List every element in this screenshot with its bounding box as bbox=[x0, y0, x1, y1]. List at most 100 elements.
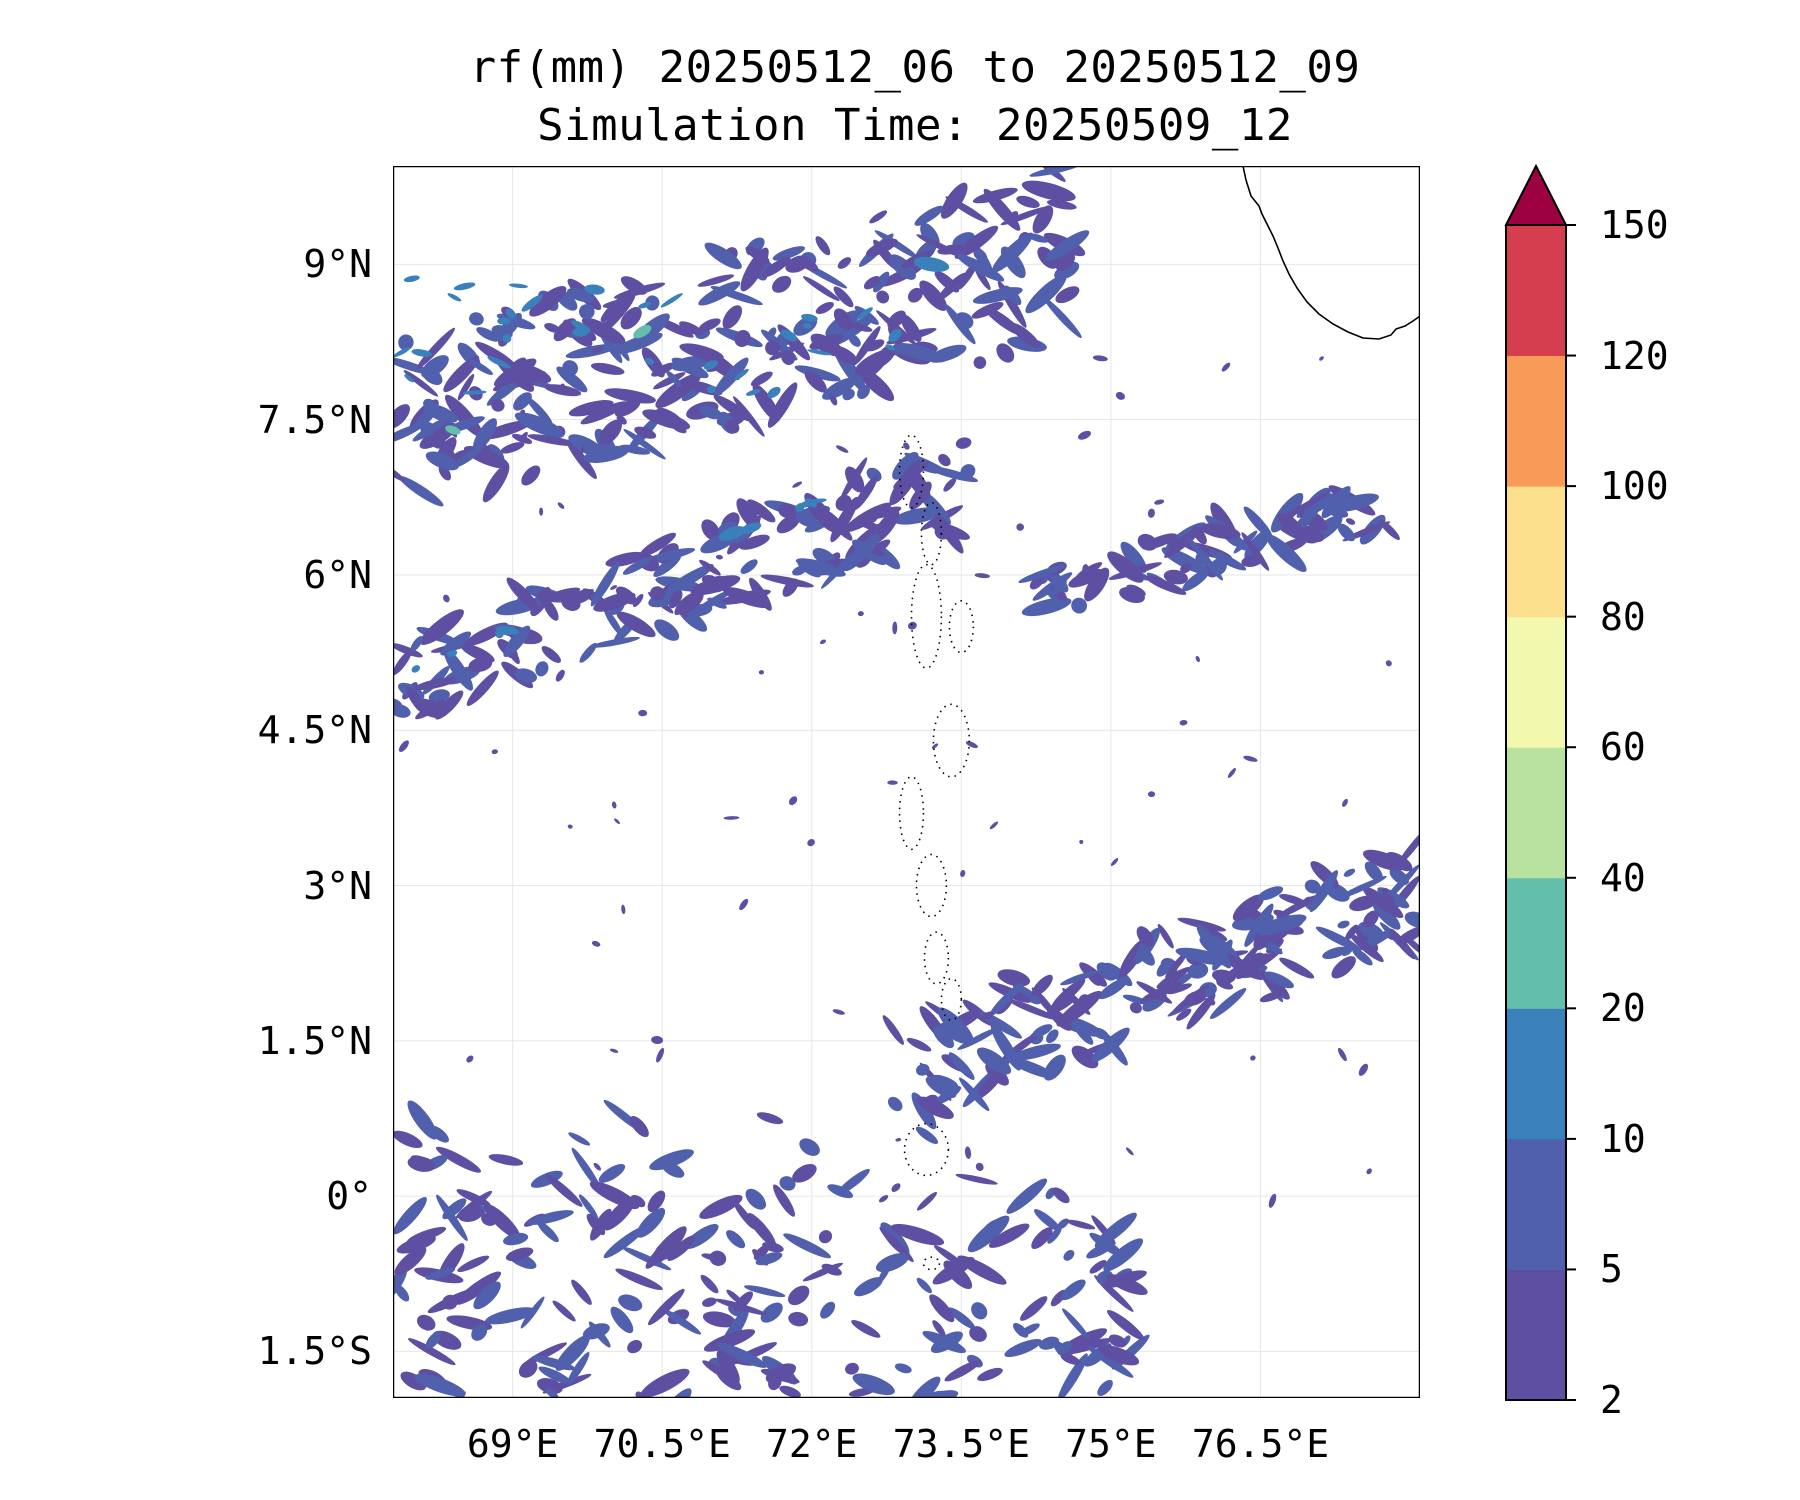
rain-cell bbox=[1075, 562, 1103, 579]
rain-cell bbox=[840, 457, 868, 501]
rain-cell bbox=[1060, 971, 1097, 986]
rain-cell bbox=[989, 821, 999, 830]
rain-cell bbox=[893, 342, 947, 363]
rain-cell bbox=[908, 1376, 941, 1398]
rain-cell bbox=[1241, 532, 1270, 571]
lat-tick-label: 7.5°N bbox=[257, 397, 372, 442]
rain-cell bbox=[398, 740, 409, 753]
rain-cell bbox=[1089, 1232, 1124, 1258]
rain-cell bbox=[1145, 575, 1187, 595]
rain-cell bbox=[1167, 971, 1180, 983]
rain-cell bbox=[1136, 926, 1154, 947]
rain-cell bbox=[725, 419, 740, 434]
rain-cell bbox=[807, 838, 815, 847]
rain-cell bbox=[851, 1320, 881, 1338]
rain-cell bbox=[955, 437, 972, 449]
rain-cell bbox=[633, 593, 644, 608]
rain-cell bbox=[593, 592, 636, 612]
rain-cell bbox=[723, 816, 740, 820]
rain-cell bbox=[566, 1352, 590, 1386]
rain-cell bbox=[1011, 1043, 1061, 1061]
rain-cell bbox=[580, 445, 585, 457]
rain-cell bbox=[473, 1281, 501, 1310]
rain-cell bbox=[1243, 755, 1258, 762]
rainfall-contours bbox=[393, 166, 1420, 1398]
rain-cell bbox=[1166, 983, 1192, 995]
rain-cell bbox=[853, 1277, 883, 1297]
rain-cell bbox=[671, 357, 709, 379]
rain-cell bbox=[701, 1253, 724, 1262]
rain-cell bbox=[801, 313, 818, 322]
rain-cell bbox=[509, 283, 528, 289]
rain-cell bbox=[931, 743, 939, 749]
rain-cell bbox=[393, 347, 411, 358]
colorbar-segment bbox=[1506, 616, 1566, 748]
rain-cell bbox=[1029, 575, 1044, 590]
rain-cell bbox=[485, 1307, 536, 1325]
rain-cell bbox=[866, 467, 882, 482]
rain-cell bbox=[853, 325, 881, 366]
rain-cell bbox=[932, 1320, 946, 1337]
rain-cell bbox=[593, 1162, 602, 1171]
rain-cell bbox=[519, 431, 528, 443]
rain-cell bbox=[887, 780, 898, 785]
rain-cell bbox=[1078, 430, 1091, 440]
atoll-outline bbox=[920, 501, 943, 566]
rain-cell bbox=[645, 357, 655, 365]
rain-cell bbox=[428, 689, 450, 703]
rain-cell bbox=[1264, 971, 1294, 989]
rain-cell bbox=[654, 619, 680, 641]
rain-cell bbox=[771, 275, 792, 293]
rain-cell bbox=[971, 1302, 988, 1320]
rain-cell bbox=[722, 305, 743, 329]
rain-cell bbox=[393, 1196, 427, 1235]
rain-cell bbox=[996, 343, 1015, 363]
rain-cell bbox=[1257, 886, 1284, 901]
rain-cell bbox=[537, 1220, 559, 1243]
rain-cell bbox=[541, 646, 561, 663]
colorbar-tick-label: 5 bbox=[1600, 1247, 1623, 1292]
rain-cell bbox=[914, 205, 944, 226]
rain-cell bbox=[830, 345, 858, 365]
rain-cell bbox=[406, 1226, 447, 1244]
rain-cell bbox=[1321, 486, 1351, 519]
rain-cell bbox=[487, 356, 511, 369]
rain-cell bbox=[888, 328, 902, 342]
atoll-outline bbox=[903, 1122, 950, 1177]
rain-cell bbox=[1045, 230, 1090, 261]
rain-cell bbox=[1043, 1054, 1066, 1081]
rain-cell bbox=[875, 1253, 909, 1273]
rain-cell bbox=[1046, 199, 1077, 210]
rain-cell bbox=[703, 360, 718, 370]
rain-cell bbox=[913, 256, 950, 272]
rain-cell bbox=[1085, 966, 1102, 986]
rain-cell bbox=[502, 333, 512, 343]
rain-cell bbox=[514, 412, 564, 438]
lat-tick-label: 1.5°S bbox=[257, 1329, 372, 1374]
rain-cell bbox=[698, 281, 741, 306]
rain-cell bbox=[398, 334, 414, 351]
lat-tick-label: 6°N bbox=[303, 552, 372, 597]
rain-cell bbox=[457, 373, 475, 401]
rain-cell bbox=[853, 475, 878, 511]
rain-cell bbox=[679, 343, 724, 361]
rain-cell bbox=[1120, 541, 1147, 573]
rain-cell bbox=[1066, 1219, 1096, 1230]
rain-cell bbox=[699, 405, 723, 420]
rain-cell bbox=[1363, 910, 1379, 928]
colorbar-tick-label: 100 bbox=[1600, 464, 1669, 509]
rain-cell bbox=[443, 648, 474, 691]
rain-cell bbox=[521, 465, 541, 486]
rain-cell bbox=[410, 636, 423, 652]
rain-cell bbox=[1003, 285, 1022, 306]
rain-cell bbox=[756, 1112, 784, 1125]
rain-cell bbox=[767, 386, 781, 398]
rain-cell bbox=[1000, 206, 1049, 226]
rain-cell bbox=[1164, 527, 1203, 558]
rain-cell bbox=[1402, 934, 1420, 957]
rain-cell bbox=[980, 1219, 1000, 1238]
rain-cell bbox=[973, 356, 987, 369]
lat-tick-label: 3°N bbox=[303, 863, 372, 908]
rain-cell bbox=[866, 238, 898, 257]
rain-cell bbox=[627, 1339, 643, 1354]
